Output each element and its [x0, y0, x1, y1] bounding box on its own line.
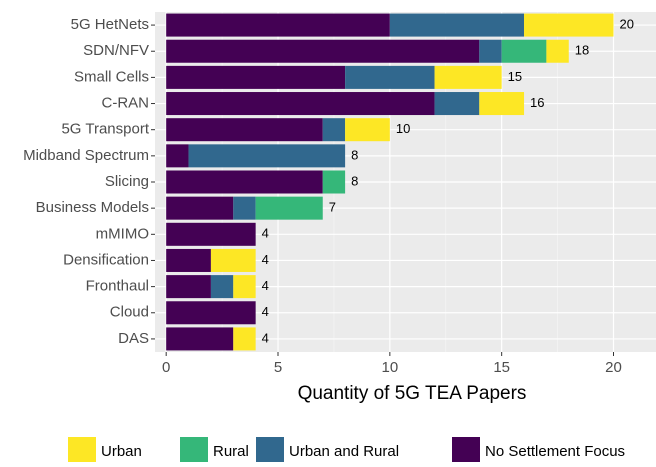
y-tick-label: 5G HetNets: [71, 16, 149, 33]
x-tick-label: 20: [605, 359, 622, 376]
bar-segment: [479, 39, 502, 63]
total-label: 7: [329, 200, 336, 215]
bar-segment: [233, 196, 256, 220]
bar-segment: [166, 144, 189, 168]
bar-segment: [434, 92, 480, 116]
y-tick-label: Slicing: [105, 173, 149, 190]
bar-segment: [546, 39, 569, 63]
bar-segment: [166, 170, 323, 194]
legend-swatch: [452, 437, 480, 465]
y-tick-label: Fronthaul: [86, 278, 149, 295]
bar-segment: [524, 13, 614, 37]
total-label: 20: [620, 17, 634, 32]
bar-segment: [166, 222, 256, 246]
total-label: 4: [262, 226, 269, 241]
bar-segment: [322, 170, 346, 194]
bar-segment: [479, 92, 525, 116]
x-tick-label: 10: [382, 359, 399, 376]
bar-segment: [233, 327, 256, 351]
x-axis-label: Quantity of 5G TEA Papers: [298, 383, 527, 404]
bar-segment: [389, 13, 525, 37]
total-label: 4: [262, 278, 269, 293]
bar-segment: [210, 248, 256, 272]
bar-segment: [255, 196, 323, 220]
y-tick-label: Cloud: [110, 304, 149, 321]
bar-segment: [188, 144, 346, 168]
bar-segment: [233, 275, 256, 299]
total-label: 4: [262, 252, 269, 267]
bar-segment: [166, 275, 211, 299]
bar-segment: [345, 118, 390, 142]
y-tick-label: C-RAN: [102, 95, 150, 112]
y-tick-label: DAS: [118, 330, 149, 347]
legend-label: Urban: [101, 443, 142, 460]
total-label: 18: [575, 43, 589, 58]
bar-segment: [166, 327, 234, 351]
legend-label: Urban and Rural: [289, 443, 399, 460]
bar-segment: [166, 92, 435, 116]
total-label: 4: [262, 330, 269, 345]
bar-segment: [166, 39, 480, 63]
total-label: 8: [351, 173, 358, 188]
bar-segment: [322, 118, 346, 142]
bar-segment: [166, 248, 211, 272]
x-tick-label: 15: [493, 359, 510, 376]
bar-segment: [166, 13, 390, 37]
legend-swatch: [68, 437, 96, 465]
legend-swatch: [256, 437, 284, 465]
total-label: 16: [530, 95, 544, 110]
y-tick-label: Midband Spectrum: [23, 147, 149, 164]
bar-segment: [166, 301, 256, 325]
legend-label: No Settlement Focus: [485, 443, 625, 460]
y-tick-label: Business Models: [36, 199, 149, 216]
x-tick-label: 5: [274, 359, 282, 376]
y-tick-label: mMIMO: [96, 225, 149, 242]
legend-swatch: [180, 437, 208, 465]
total-label: 4: [262, 304, 269, 319]
bar-segment: [210, 275, 234, 299]
total-label: 15: [508, 69, 522, 84]
legend-label: Rural: [213, 443, 249, 460]
bar-segment: [166, 196, 234, 220]
total-label: 8: [351, 147, 358, 162]
bar-segment: [501, 39, 547, 63]
bar-segment: [345, 65, 435, 89]
bar-segment: [166, 118, 323, 142]
bar-segment: [434, 65, 502, 89]
bar-segment: [166, 65, 346, 89]
x-tick-label: 0: [162, 359, 170, 376]
total-label: 10: [396, 121, 410, 136]
y-tick-label: Small Cells: [74, 68, 149, 85]
y-tick-label: SDN/NFV: [83, 42, 149, 59]
y-tick-label: Densification: [63, 251, 149, 268]
y-tick-label: 5G Transport: [61, 121, 149, 138]
